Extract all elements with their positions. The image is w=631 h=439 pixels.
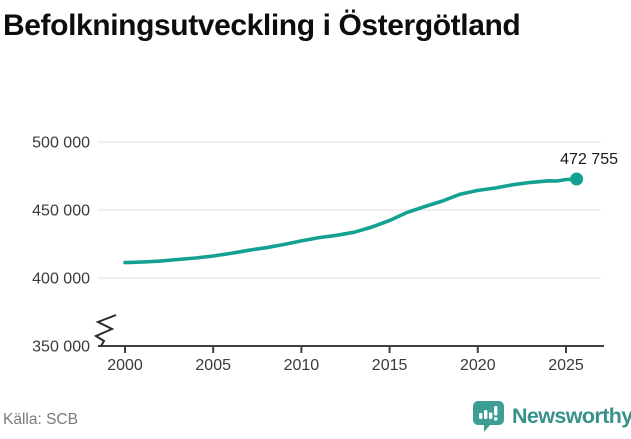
newsworthy-wordmark: Newsworthy <box>512 404 631 428</box>
end-value-label: 472 755 <box>560 151 618 168</box>
logo-bubble-shape <box>473 401 504 432</box>
end-point-marker <box>570 172 584 186</box>
x-axis-tick-label: 2000 <box>107 357 143 374</box>
y-axis-tick-label: 350 000 <box>32 339 90 356</box>
population-line <box>123 177 579 265</box>
x-axis-tick-label: 2025 <box>548 357 584 374</box>
y-axis-tick-label: 400 000 <box>32 271 90 288</box>
x-axis-tick-label: 2015 <box>372 357 408 374</box>
x-axis-tick-label: 2010 <box>284 357 320 374</box>
x-axis-tick-label: 2005 <box>195 357 231 374</box>
logo-bar-chart-glyph <box>479 406 498 421</box>
newsworthy-brand: Newsworthy <box>472 400 631 433</box>
y-axis-tick-label: 500 000 <box>32 135 90 152</box>
newsworthy-logo-icon <box>473 401 504 432</box>
axis-break-icon <box>93 314 117 347</box>
chart-title: Befolkningsutveckling i Östergötland <box>3 9 521 42</box>
x-axis-tick-label: 2020 <box>460 357 496 374</box>
y-axis-tick-label: 450 000 <box>32 203 90 220</box>
source-note: Källa: SCB <box>3 411 78 428</box>
